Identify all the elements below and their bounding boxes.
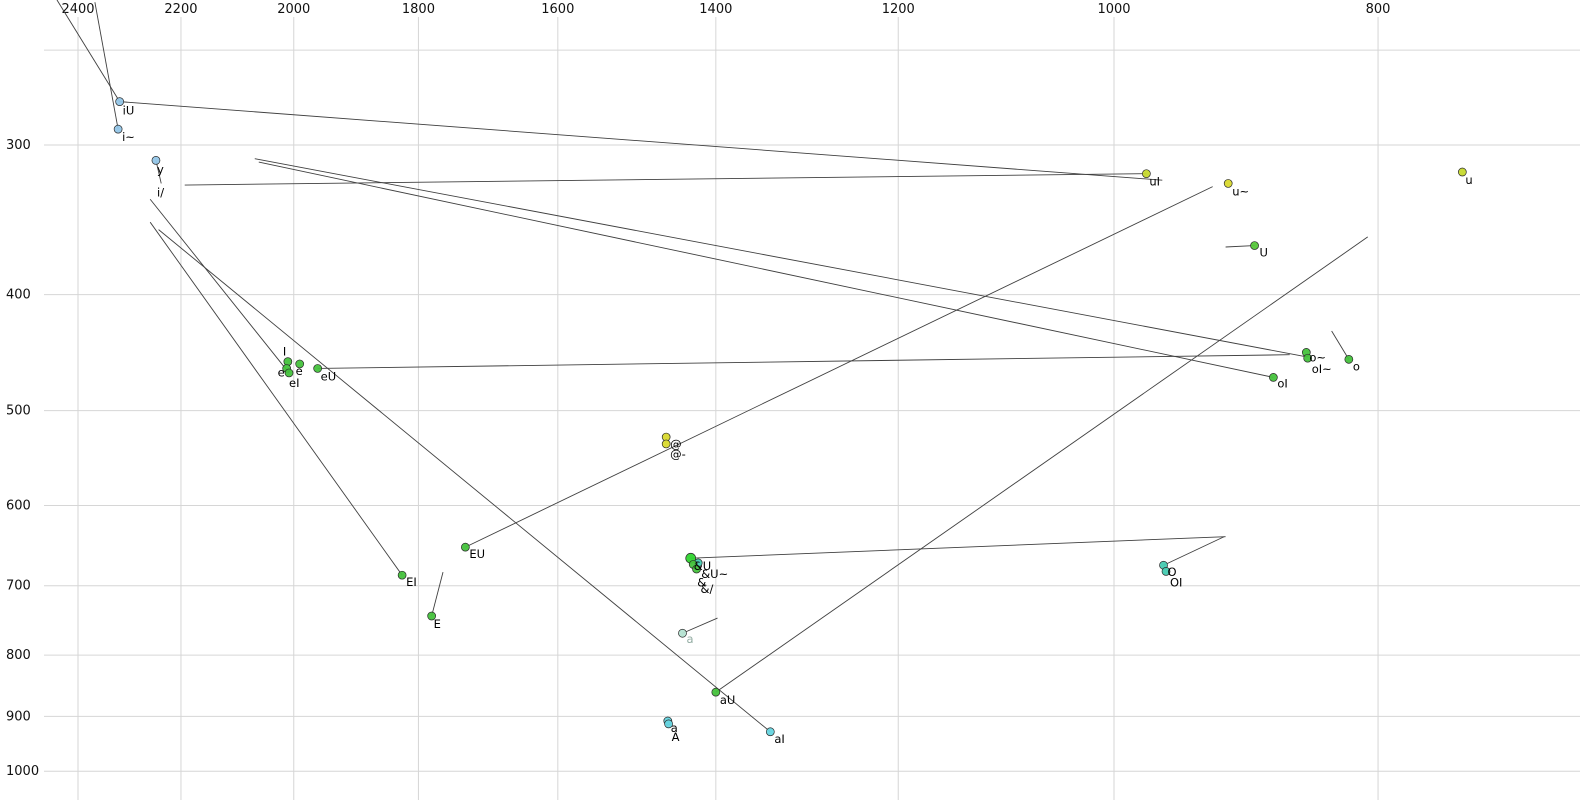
trajectory-line <box>1163 536 1225 566</box>
vowel-point-U[interactable] <box>1250 241 1259 250</box>
x-tick-label: 1400 <box>699 2 732 17</box>
trajectory-line <box>1225 245 1255 248</box>
trajectory-line <box>690 536 1226 559</box>
vowel-label: e <box>296 364 303 378</box>
vowel-point-eU[interactable] <box>313 364 323 373</box>
trajectory-line <box>149 198 290 374</box>
vowel-label: A <box>672 730 680 744</box>
vowel-point-iU[interactable] <box>115 97 124 106</box>
vowel-label: o <box>1353 359 1360 373</box>
vowel-point-uI[interactable] <box>1142 169 1151 179</box>
vowel-point-e[interactable] <box>295 359 305 369</box>
trajectory-line <box>158 229 771 733</box>
vowel-point-o[interactable] <box>1344 354 1354 364</box>
vowel-point-EI[interactable] <box>397 570 407 580</box>
vowel-point-oI[interactable] <box>1269 373 1278 382</box>
trajectory-line <box>184 173 1147 186</box>
vowel-label: &U <box>694 559 711 573</box>
x-tick-label: 2000 <box>277 2 310 17</box>
vowel-label: aU <box>720 693 735 707</box>
vowel-label: eU <box>321 369 337 383</box>
trajectory-line <box>431 572 444 617</box>
vowel-point-u[interactable] <box>1457 167 1467 177</box>
vowel-point-aI[interactable] <box>765 727 775 737</box>
y-tick-label: 600 <box>6 499 31 514</box>
x-tick-label: 2200 <box>164 2 197 17</box>
trajectory-line <box>94 2 119 130</box>
vowel-label: O <box>1168 565 1177 579</box>
vowel-point-OI[interactable] <box>1161 567 1171 576</box>
y-tick-label: 800 <box>6 648 31 663</box>
vowel-label: aI <box>774 732 784 746</box>
annotation-label: i/ <box>157 186 164 200</box>
y-tick-label: 700 <box>6 579 31 594</box>
vowel-point-aU[interactable] <box>711 687 721 697</box>
trajectory-line <box>119 101 1163 181</box>
trajectory-line <box>258 161 1274 378</box>
vowel-label: a <box>671 721 678 735</box>
vowel-point-[interactable] <box>661 439 671 449</box>
vowel-label: a <box>686 632 693 646</box>
vowel-label: e <box>278 365 285 379</box>
x-tick-label: 1000 <box>1097 2 1130 17</box>
vowel-point-i[interactable] <box>113 124 123 134</box>
y-tick-label: 1000 <box>6 764 39 779</box>
vowel-label: E <box>434 617 441 631</box>
trajectory-line <box>1331 330 1350 360</box>
vowel-point-E[interactable] <box>427 611 437 621</box>
vowel-label: U <box>1260 246 1268 260</box>
vowel-label: uI <box>1149 175 1160 189</box>
vowel-label: u <box>1465 173 1472 187</box>
vowel-label: &U~ <box>701 567 728 581</box>
vowel-point-y[interactable] <box>151 156 161 165</box>
vowel-label: iU <box>123 104 135 118</box>
vowel-label: eI <box>289 376 299 390</box>
y-tick-label: 900 <box>6 709 31 724</box>
vowel-label: i~ <box>122 130 135 144</box>
trajectory-line <box>317 354 1290 369</box>
trajectory-line <box>56 0 121 102</box>
trajectory-line <box>715 236 1369 693</box>
vowel-label: u~ <box>1232 184 1249 198</box>
vowel-label: EU <box>469 547 485 561</box>
trajectory-line <box>149 221 403 576</box>
vowel-point-[interactable] <box>692 564 701 574</box>
trajectory-line <box>465 186 1213 548</box>
vowel-label: &/ <box>701 582 714 596</box>
vowel-label: OI <box>1170 575 1182 589</box>
trajectory-line <box>254 158 1308 358</box>
trajectory-line <box>682 617 718 634</box>
vowel-label: o~ <box>1309 350 1326 364</box>
vowel-label: & <box>697 575 706 589</box>
vowel-label: @ <box>670 437 682 451</box>
vowel-point-a[interactable] <box>678 628 687 638</box>
y-tick-label: 400 <box>6 288 31 303</box>
x-tick-label: 1200 <box>882 2 915 17</box>
vowel-point-EU[interactable] <box>461 542 470 552</box>
vowel-label: EI <box>406 575 417 589</box>
x-tick-label: 1800 <box>402 2 435 17</box>
vowel-label: y <box>157 162 164 176</box>
vowel-point-A[interactable] <box>664 719 673 729</box>
y-tick-label: 500 <box>6 404 31 419</box>
vowel-label: I <box>283 345 286 359</box>
x-tick-label: 800 <box>1366 2 1391 17</box>
vowel-point-eI[interactable] <box>284 368 294 378</box>
vowel-point-u[interactable] <box>1223 179 1233 188</box>
vowel-label: oI~ <box>1312 362 1332 376</box>
vowel-point-oI[interactable] <box>1303 353 1313 363</box>
vowel-label: @- <box>670 447 686 461</box>
y-tick-label: 300 <box>6 138 31 153</box>
vowel-label: oI <box>1277 376 1287 390</box>
x-tick-label: 1600 <box>541 2 574 17</box>
x-tick-label: 2400 <box>61 2 94 17</box>
